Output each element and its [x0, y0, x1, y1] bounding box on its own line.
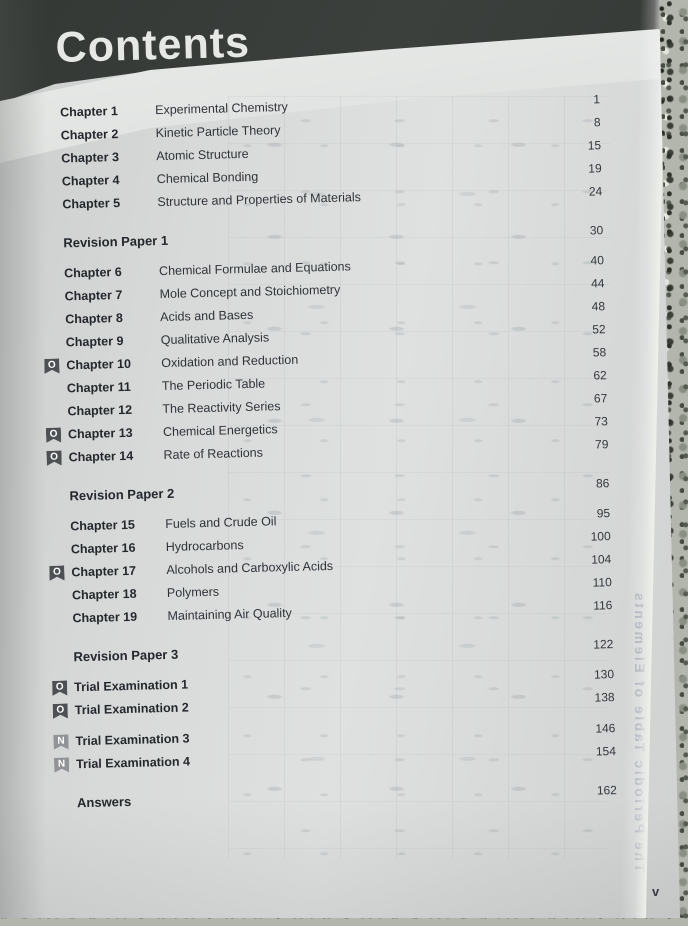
toc-page-number: 8	[593, 115, 601, 130]
toc-section-row: N Trial Examination 4 154	[54, 744, 616, 773]
toc-section-row: Revision Paper 3 122	[51, 636, 613, 666]
o-level-badge-icon: O	[52, 680, 67, 695]
toc-chapter-title: Atomic Structure	[156, 146, 249, 164]
toc-page-number: 100	[590, 529, 611, 544]
toc-chapter-title: Chemical Formulae and Equations	[158, 259, 351, 279]
toc-row: Chapter 5 Structure and Properties of Mat…	[40, 184, 602, 213]
toc-label: Chapter 16	[70, 540, 136, 557]
toc-page-number: 58	[592, 345, 607, 360]
toc-chapter-title: The Reactivity Series	[162, 399, 281, 417]
toc-page-number: 116	[593, 598, 613, 613]
toc-chapter-title: Oxidation and Reduction	[161, 352, 299, 371]
toc-label: Chapter 6	[63, 265, 122, 281]
toc-chapter-title: Structure and Properties of Materials	[157, 190, 362, 210]
toc-label: Trial Examination 3	[75, 731, 190, 749]
toc-page-number: 30	[589, 223, 604, 238]
toc-page-number: 79	[594, 437, 609, 452]
toc-label: Revision Paper 2	[69, 485, 175, 504]
o-level-badge-icon: O	[46, 451, 61, 466]
toc-label: Chapter 13	[67, 425, 133, 442]
toc-chapter-title: Hydrocarbons	[165, 538, 244, 555]
toc-label: Revision Paper 3	[73, 646, 179, 665]
toc-page-number: 122	[593, 637, 614, 652]
toc-page-number: 52	[592, 322, 606, 337]
toc-page-number: 104	[591, 552, 612, 567]
toc-chapter-title: Kinetic Particle Theory	[155, 123, 281, 141]
toc-chapter-title: Maintaining Air Quality	[167, 605, 293, 623]
o-level-badge-icon: O	[44, 359, 59, 374]
toc-chapter-title: The Periodic Table	[161, 376, 266, 394]
toc-label: Chapter 17	[71, 563, 137, 580]
toc-row: O Chapter 14 Rate of Reactions 79	[46, 437, 609, 466]
toc-page-number: 73	[594, 414, 609, 429]
toc-label: Trial Examination 1	[74, 677, 189, 695]
n-level-badge-icon: N	[54, 757, 69, 772]
toc-chapter-title: Fuels and Crude Oil	[165, 514, 277, 532]
o-level-badge-icon: O	[46, 428, 61, 443]
toc-label: Revision Paper 1	[63, 232, 169, 251]
toc-label: Chapter 7	[64, 287, 123, 304]
toc-label: Chapter 19	[72, 609, 138, 626]
o-level-badge-icon: O	[49, 565, 64, 580]
toc-label: Chapter 2	[60, 127, 119, 143]
toc-page-number: 95	[596, 506, 611, 521]
left-edge-shadow	[0, 0, 46, 918]
toc-page-number: 40	[590, 253, 605, 268]
o-level-badge-icon: O	[53, 703, 68, 718]
toc-label: Chapter 1	[59, 104, 118, 120]
toc-page-number: 67	[593, 391, 608, 406]
toc-label: Chapter 8	[65, 310, 124, 327]
toc-page-number: 154	[595, 744, 617, 759]
toc-label: Chapter 4	[61, 173, 120, 189]
toc-label: Trial Examination 2	[74, 700, 189, 718]
show-through-marks	[238, 108, 610, 860]
bottom-shadow	[0, 798, 680, 918]
toc-page-number: 162	[596, 783, 618, 798]
toc-chapter-title: Rate of Reactions	[163, 445, 264, 463]
toc-page-number: 1	[593, 92, 601, 107]
toc-chapter-title: Polymers	[166, 584, 220, 600]
toc-label: Chapter 3	[61, 150, 120, 166]
toc-label: Chapter 11	[66, 379, 131, 396]
toc-label: Chapter 10	[66, 356, 132, 373]
toc-chapter-title: Chemical Bonding	[156, 169, 259, 187]
toc-page-number: 62	[593, 368, 607, 383]
toc-label: Trial Examination 4	[75, 754, 191, 772]
folio-page-number: v	[652, 884, 659, 899]
n-level-badge-icon: N	[53, 734, 68, 749]
toc-page-number: 48	[591, 299, 606, 314]
toc-page-number: 130	[593, 667, 615, 682]
toc-page-number: 15	[587, 138, 602, 153]
toc-page-number: 146	[595, 721, 616, 736]
toc-list: Chapter 1 Experimental Chemistry 1 Chapter …	[38, 92, 617, 819]
toc-label: Chapter 9	[65, 333, 124, 350]
show-through-grid	[228, 96, 610, 860]
toc-section-row: Revision Paper 1 30	[41, 222, 603, 252]
toc-label: Chapter 5	[62, 196, 121, 212]
toc-page-number: 24	[588, 184, 603, 199]
toc-page-number: 138	[594, 690, 615, 705]
toc-section-row: Revision Paper 2 86	[47, 475, 609, 505]
toc-section-row: O Trial Examination 2 138	[53, 690, 615, 719]
toc-chapter-title: Alcohols and Carboxylic Acids	[166, 558, 334, 577]
toc-page-number: 86	[595, 476, 610, 491]
toc-chapter-title: Qualitative Analysis	[160, 330, 270, 348]
toc-label: Chapter 14	[68, 448, 134, 465]
toc-label: Chapter 15	[70, 517, 136, 534]
page-edge-highlight	[619, 0, 666, 918]
toc-chapter-title: Chemical Energetics	[162, 422, 278, 440]
toc-chapter-title: Mole Concept and Stoichiometry	[159, 282, 341, 302]
toc-page-number: 19	[588, 161, 602, 176]
toc-row: Chapter 19 Maintaining Air Quality 116	[50, 598, 612, 627]
toc-label: Chapter 18	[71, 586, 137, 603]
toc-page-number: 110	[592, 575, 612, 590]
toc-label: Chapter 12	[67, 402, 133, 419]
toc-chapter-title: Acids and Bases	[160, 307, 254, 325]
toc-page-number: 44	[590, 276, 605, 291]
